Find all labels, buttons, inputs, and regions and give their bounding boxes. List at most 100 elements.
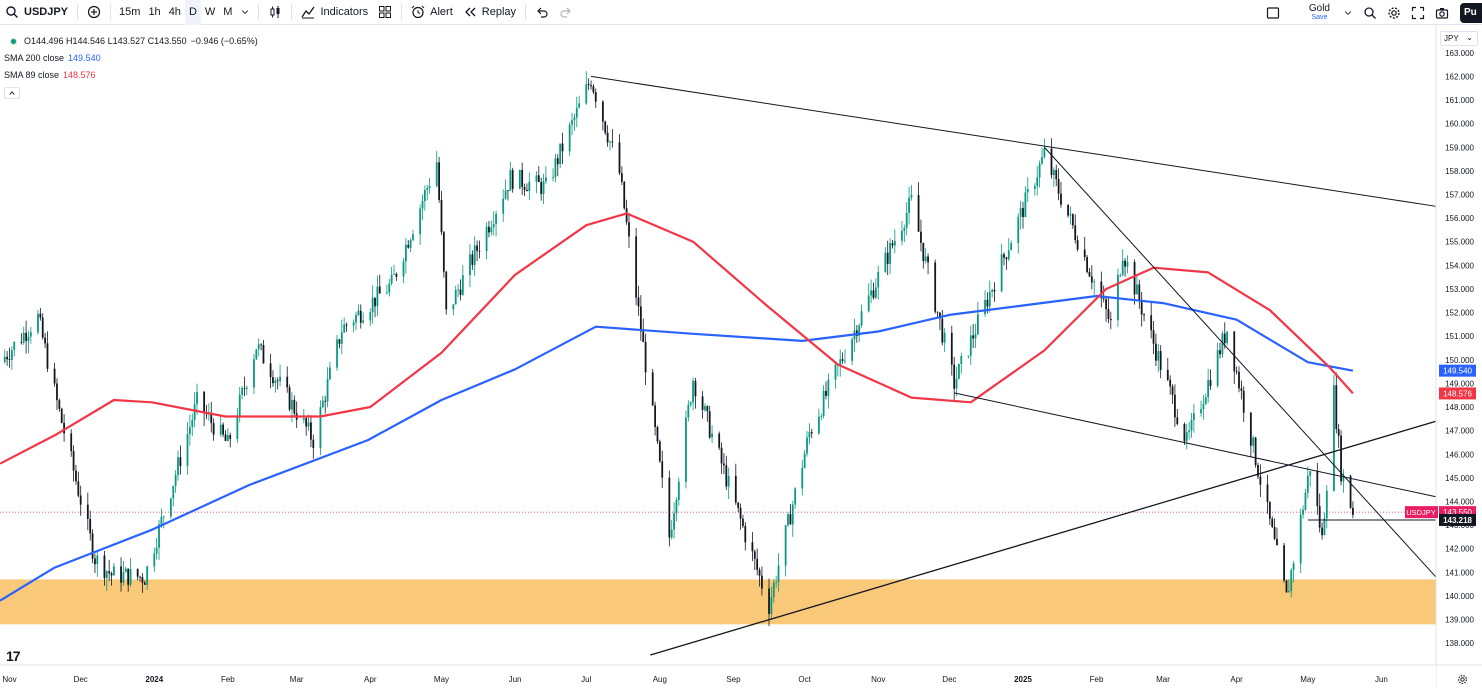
candle-up <box>1000 254 1003 292</box>
ohlc-values: O144.496 H144.546 L143.527 C143.550 <box>24 36 187 46</box>
candle-down <box>1150 315 1153 331</box>
candle-up <box>988 291 991 307</box>
candle-up <box>105 571 108 579</box>
candle-up <box>504 190 507 199</box>
price-chart[interactable]: 138.000139.000140.000141.000142.000143.0… <box>0 25 1482 688</box>
templates-button[interactable] <box>373 0 397 25</box>
candle-up <box>490 227 493 233</box>
candle-up <box>329 367 331 380</box>
chevron-down-icon <box>1343 6 1353 20</box>
candle-down <box>927 256 929 263</box>
candle-up <box>421 201 424 209</box>
candle-down <box>1233 331 1236 372</box>
candle-up <box>473 245 476 265</box>
timeframe-15m[interactable]: 15m <box>119 6 141 18</box>
candle-up <box>1306 475 1309 493</box>
candle-up <box>1019 208 1022 217</box>
snapshot-button[interactable] <box>1430 0 1454 25</box>
price-tick-label: 152.000 <box>1445 309 1474 318</box>
chart-type-button[interactable] <box>263 0 287 25</box>
ohlc-row: O144.496 H144.546 L143.527 C143.550 −0.9… <box>4 33 258 50</box>
candle-up <box>22 332 25 343</box>
candle-up <box>571 120 573 125</box>
candle-down <box>639 306 642 332</box>
candle-up <box>369 312 372 321</box>
candle-down <box>46 343 49 369</box>
sma200-legend[interactable]: SMA 200 close 149.540 <box>4 50 258 67</box>
symbol-tag <box>1405 506 1438 519</box>
candle-down <box>507 190 509 192</box>
candle-down <box>286 376 289 388</box>
currency-select[interactable]: JPY ⌄ <box>1440 31 1478 46</box>
candle-down <box>972 335 975 339</box>
tradingview-logo-icon[interactable]: 17 <box>6 648 21 664</box>
candle-down <box>1166 369 1169 380</box>
support-zone <box>0 579 1436 625</box>
candle-up <box>186 434 189 466</box>
candle-down <box>243 388 246 390</box>
candle-down <box>120 566 122 583</box>
time-tick-label: Dec <box>942 675 956 684</box>
indicators-icon <box>301 5 315 19</box>
candle-up <box>775 581 778 583</box>
layout-name-button[interactable]: Gold Save <box>1301 3 1338 22</box>
candle-down <box>86 504 89 519</box>
timeframe-1h[interactable]: 1h <box>148 6 161 18</box>
candle-down <box>737 502 740 508</box>
compare-symbol-button[interactable] <box>82 0 106 25</box>
candle-down <box>103 555 106 579</box>
axis-settings-button[interactable] <box>1457 672 1468 688</box>
candle-down <box>44 337 46 344</box>
candle-up <box>402 261 405 277</box>
candle-down <box>75 470 77 482</box>
alert-button[interactable]: Alert <box>406 0 458 25</box>
settings-button[interactable] <box>1382 0 1406 25</box>
quick-search-button[interactable] <box>1358 0 1382 25</box>
legend-collapse-button[interactable] <box>4 87 20 99</box>
candle-up <box>426 188 429 191</box>
candle-down <box>594 92 597 102</box>
candle-up <box>274 380 277 384</box>
candle-down <box>378 286 381 294</box>
candle-down <box>1022 208 1024 218</box>
candle-down <box>6 356 9 360</box>
timeframe-w[interactable]: W <box>204 6 216 18</box>
sma89-legend[interactable]: SMA 89 close 148.576 <box>4 67 258 84</box>
candle-down <box>734 475 737 503</box>
symbol-search[interactable]: USDJPY <box>0 0 73 25</box>
timeframe-m[interactable]: M <box>223 6 233 18</box>
candle-up <box>241 388 244 395</box>
candle-down <box>941 318 944 343</box>
timeframe-d[interactable]: D <box>184 0 201 25</box>
candle-down <box>72 451 75 471</box>
candle-down <box>720 447 723 464</box>
layout-toggle-button[interactable] <box>1261 0 1285 25</box>
candle-up <box>362 320 365 323</box>
fullscreen-button[interactable] <box>1406 0 1430 25</box>
candle-down <box>1155 343 1157 361</box>
candle-up <box>423 190 426 202</box>
candle-down <box>471 254 474 265</box>
indicators-button[interactable]: Indicators <box>296 0 373 25</box>
candle-down <box>310 422 312 440</box>
candle-down <box>604 121 607 133</box>
candle-up <box>1299 514 1302 564</box>
candle-up <box>10 350 13 360</box>
replay-button[interactable]: Replay <box>458 0 521 25</box>
price-tick-label: 149.000 <box>1445 379 1474 388</box>
candle-up <box>687 404 690 418</box>
timeframe-dropdown[interactable] <box>236 0 254 25</box>
candle-up <box>893 240 896 246</box>
candle-up <box>193 404 196 420</box>
layout-dropdown[interactable] <box>1338 0 1358 25</box>
indicators-label: Indicators <box>320 6 369 18</box>
candle-up <box>336 339 338 368</box>
candle-up <box>877 271 880 288</box>
timeframe-4h[interactable]: 4h <box>168 6 181 18</box>
candle-down <box>753 551 756 559</box>
redo-button[interactable] <box>554 0 578 25</box>
price-tick-label: 154.000 <box>1445 261 1474 270</box>
candle-up <box>585 84 588 104</box>
publish-button[interactable]: Pu <box>1460 2 1482 23</box>
undo-button[interactable] <box>530 0 554 25</box>
